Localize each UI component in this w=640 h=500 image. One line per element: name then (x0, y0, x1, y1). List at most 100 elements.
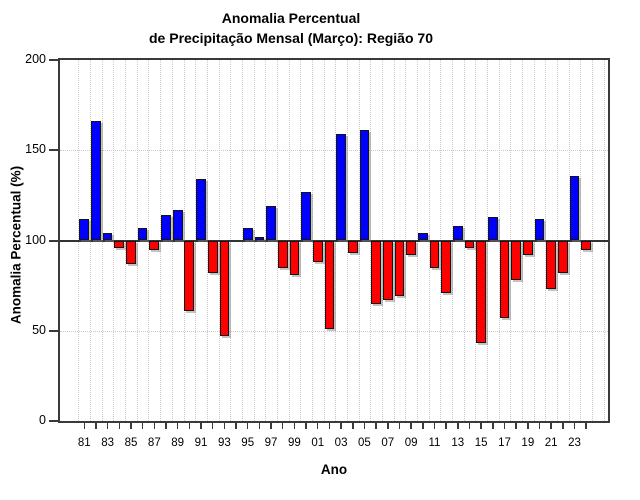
bar-2003 (336, 134, 346, 241)
x-tick-label-09: 09 (404, 437, 418, 449)
y-tick-150 (49, 149, 58, 152)
x-tick-22 (562, 423, 564, 429)
bar-1982 (91, 121, 101, 241)
x-tick-label-91: 91 (194, 437, 208, 449)
x-tick-09 (410, 423, 412, 429)
y-tick-label-0: 0 (39, 413, 46, 427)
bar-2009 (406, 240, 416, 255)
bar-2017 (499, 240, 510, 319)
x-tick-21 (550, 423, 552, 429)
x-tick-87 (153, 423, 156, 429)
x-tick-07 (387, 423, 389, 429)
chart-title-line1: Anomalia Percentual (221, 10, 361, 26)
bar-2007 (382, 240, 393, 301)
bar-2006 (371, 240, 381, 304)
x-tick-10 (422, 423, 424, 429)
x-tick-label-15: 15 (474, 437, 488, 449)
bar-2012 (441, 240, 451, 293)
x-tick-label-89: 89 (171, 437, 185, 449)
bar-2001 (312, 240, 323, 263)
x-tick-93 (223, 423, 226, 429)
x-tick-label-21: 21 (544, 437, 558, 449)
x-tick-01 (316, 423, 319, 429)
bar-2010 (417, 233, 428, 241)
x-tick-96 (258, 423, 261, 429)
x-tick-label-83: 83 (101, 437, 115, 449)
bar-1993 (219, 240, 230, 337)
x-tick-03 (340, 423, 342, 429)
x-tick-90 (188, 423, 191, 429)
x-tick-06 (375, 423, 377, 429)
bar-1995 (242, 227, 253, 241)
x-tick-16 (492, 423, 494, 429)
bar-2005 (359, 130, 370, 241)
bar-1985 (126, 240, 136, 264)
x-tick-label-87: 87 (147, 437, 161, 449)
bar-2020 (534, 218, 545, 241)
bar-1992 (207, 240, 218, 273)
x-tick-label-19: 19 (521, 437, 535, 449)
bar-1988 (161, 215, 171, 241)
x-tick-label-81: 81 (77, 437, 91, 449)
bar-1986 (137, 227, 148, 241)
x-tick-04 (352, 423, 354, 429)
gridline-horizontal-50 (60, 330, 608, 332)
bar-1989 (172, 209, 183, 241)
y-tick-100 (49, 239, 58, 242)
x-tick-99 (293, 423, 296, 429)
plot-area (58, 58, 610, 423)
x-tick-17 (503, 423, 506, 429)
x-tick-11 (433, 423, 436, 429)
x-tick-13 (457, 423, 459, 429)
bar-2002 (324, 240, 335, 329)
bar-2024 (581, 240, 592, 250)
bar-2022 (558, 240, 568, 273)
x-tick-24 (585, 423, 587, 429)
bar-2018 (511, 240, 521, 281)
bar-2014 (464, 240, 475, 248)
x-tick-label-11: 11 (428, 437, 441, 449)
bar-1996 (254, 236, 265, 241)
x-tick-02 (328, 423, 331, 429)
x-tick-label-03: 03 (334, 437, 348, 449)
bar-2023 (569, 175, 580, 241)
x-tick-label-93: 93 (217, 437, 231, 449)
x-tick-85 (130, 423, 132, 429)
bar-2008 (394, 240, 405, 297)
x-tick-86 (141, 423, 144, 429)
x-tick-08 (398, 423, 401, 429)
bar-1987 (149, 240, 160, 250)
x-tick-84 (118, 423, 121, 429)
x-tick-83 (106, 423, 109, 429)
y-tick-label-50: 50 (32, 322, 46, 337)
x-tick-94 (235, 423, 237, 429)
bar-1983 (102, 233, 113, 241)
x-tick-88 (165, 423, 167, 429)
bar-1990 (184, 240, 195, 311)
y-tick-label-100: 100 (25, 232, 46, 247)
x-tick-20 (538, 423, 541, 429)
bar-2016 (487, 217, 498, 241)
x-tick-14 (468, 423, 471, 429)
x-tick-label-97: 97 (264, 437, 278, 449)
x-tick-23 (573, 423, 576, 429)
y-tick-label-150: 150 (25, 142, 46, 157)
x-tick-97 (270, 423, 272, 429)
x-tick-15 (480, 423, 482, 429)
bar-1991 (196, 179, 206, 241)
bar-2021 (546, 240, 557, 290)
bar-2011 (429, 240, 440, 268)
y-tick-50 (49, 329, 58, 332)
x-tick-label-17: 17 (498, 437, 511, 449)
x-tick-label-13: 13 (451, 437, 465, 449)
x-tick-18 (515, 423, 517, 429)
x-tick-label-07: 07 (381, 437, 395, 449)
x-tick-label-05: 05 (358, 437, 371, 449)
bar-1998 (277, 240, 288, 268)
x-tick-95 (246, 423, 249, 429)
chart-title-line2: de Precipitação Mensal (Março): Região 7… (149, 30, 433, 46)
bar-1999 (289, 240, 300, 275)
x-tick-91 (200, 423, 202, 429)
x-tick-label-95: 95 (241, 437, 255, 449)
